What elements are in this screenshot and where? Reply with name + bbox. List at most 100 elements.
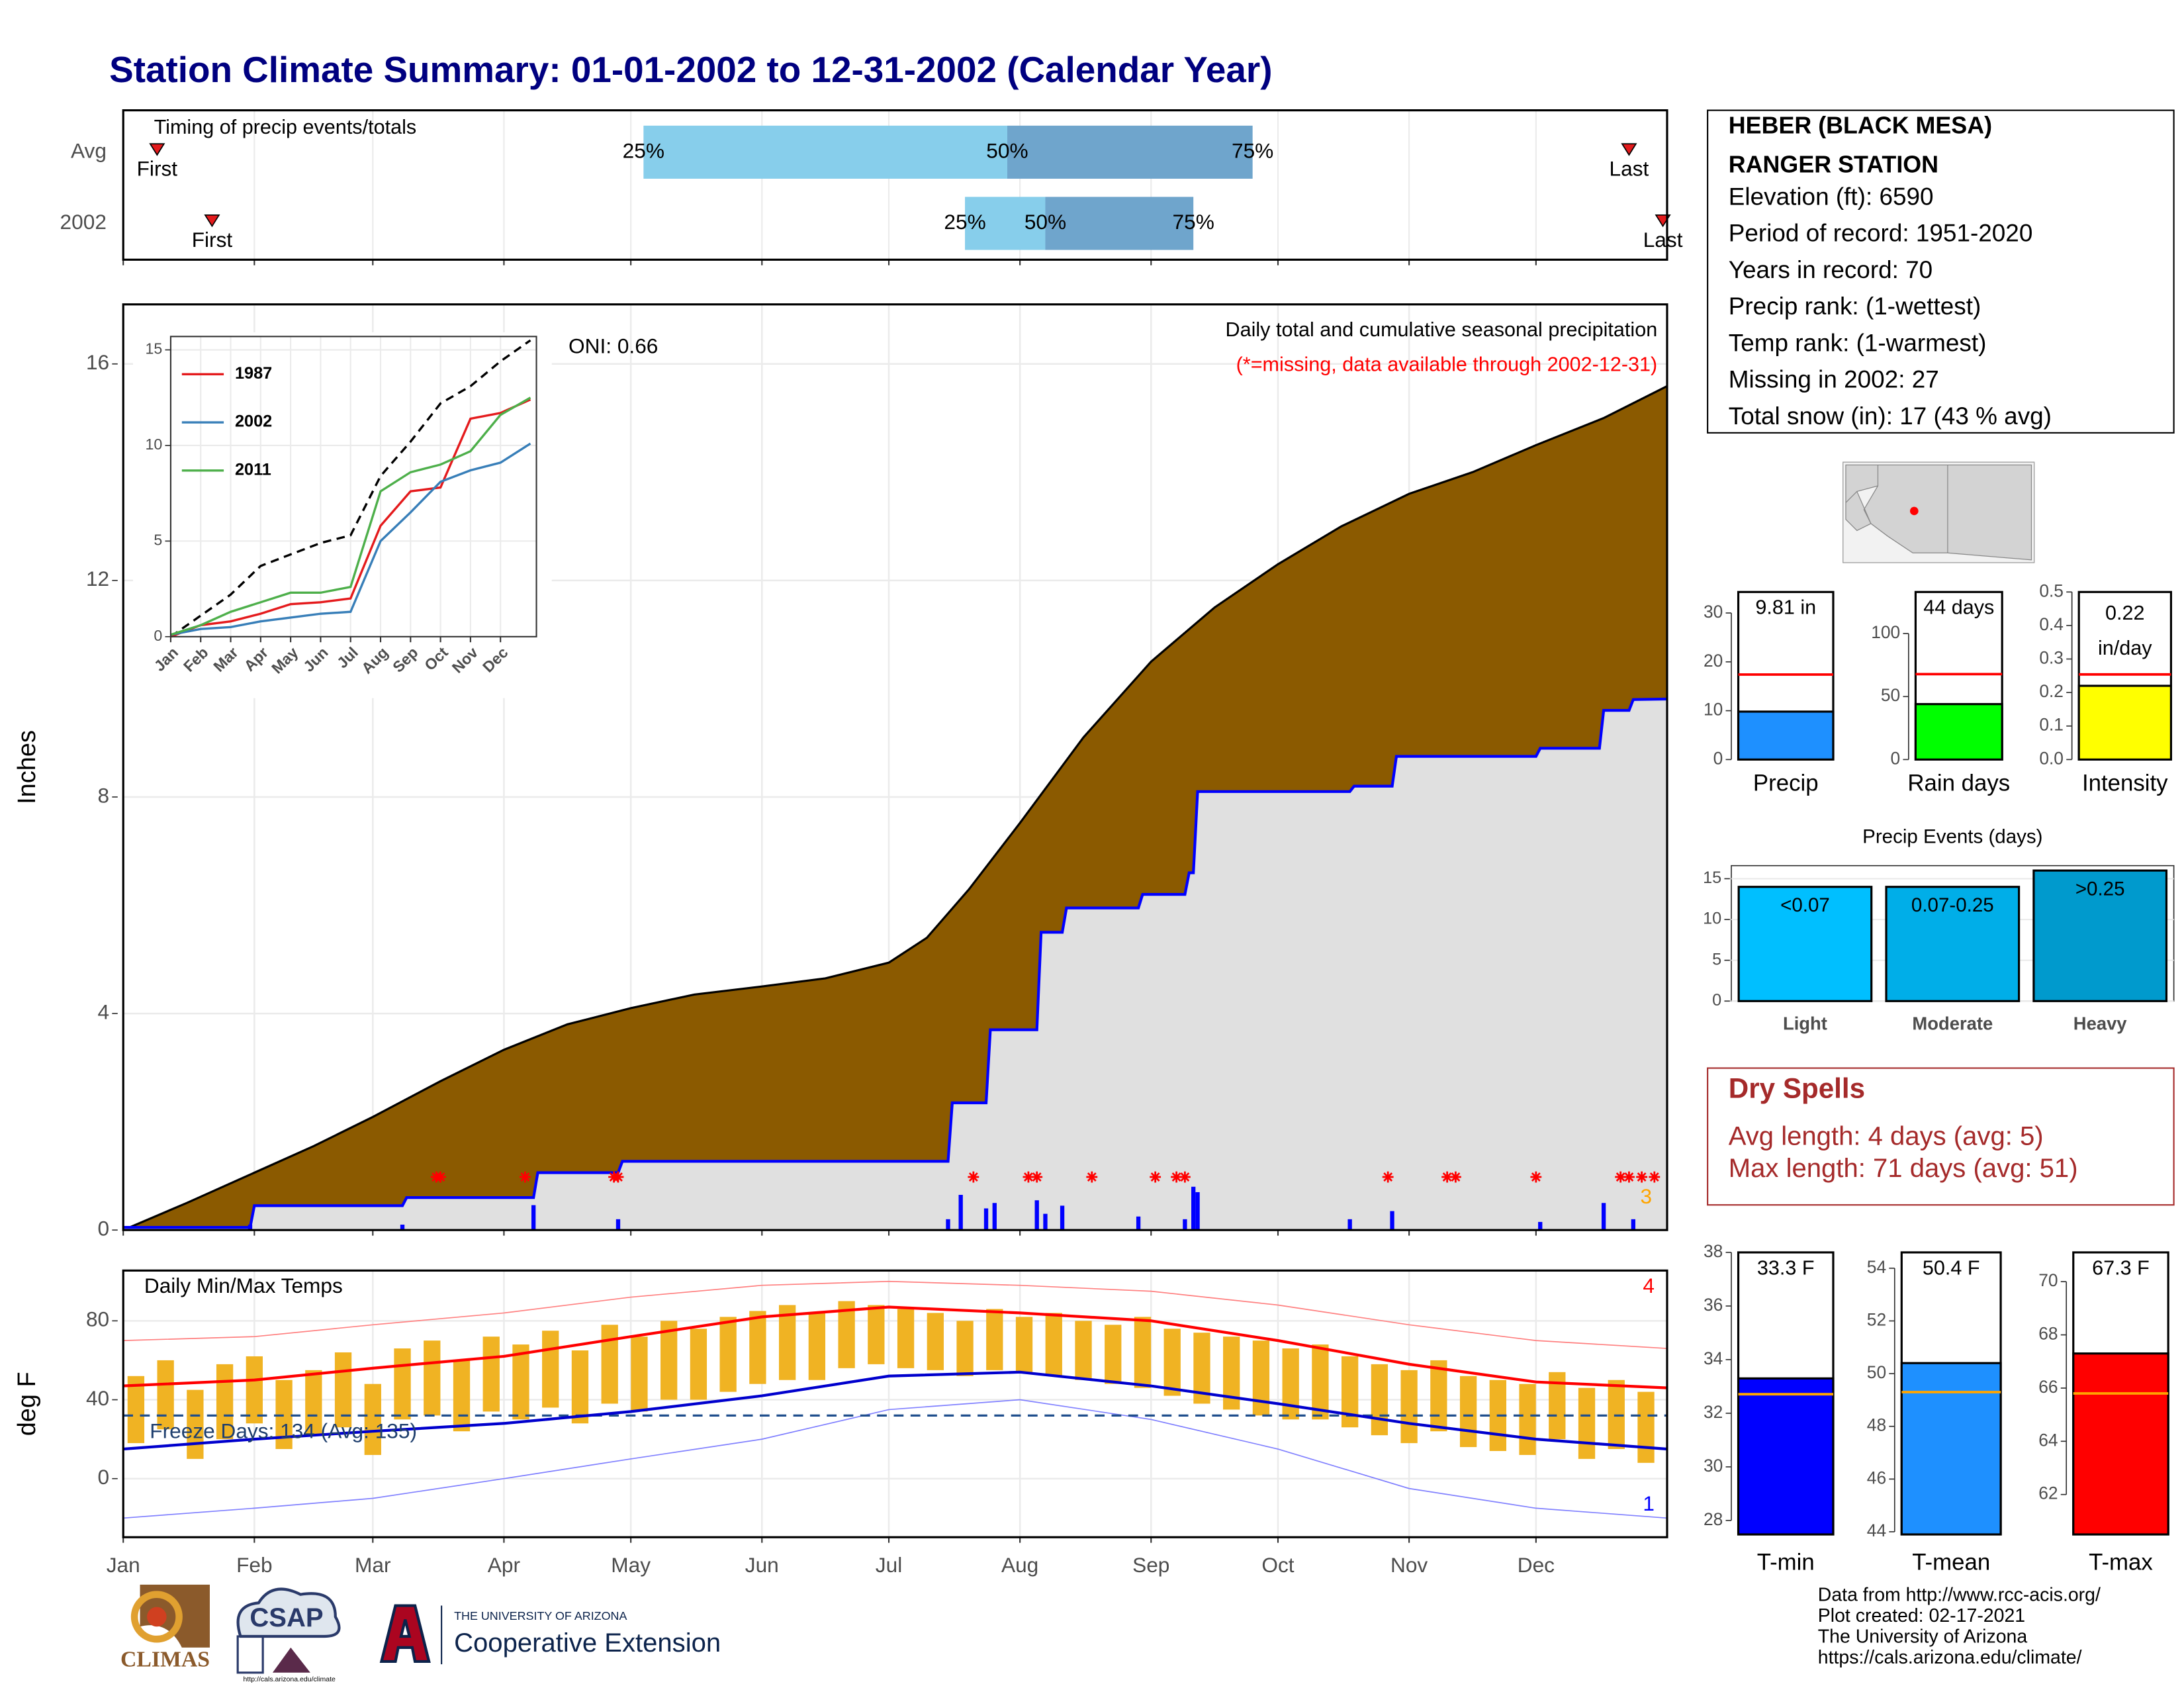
- y-tick-label: 20: [1704, 651, 1723, 671]
- y-tick-label: 44: [1867, 1521, 1886, 1540]
- x-tick-label: May: [611, 1553, 651, 1577]
- page-title: Station Climate Summary: 01-01-2002 to 1…: [109, 49, 1272, 90]
- inset-line: [170, 397, 531, 636]
- temp-bar: [1312, 1344, 1329, 1420]
- y-tick-label: 50: [1867, 1362, 1886, 1382]
- temp-bar: [453, 1360, 471, 1432]
- x-tick-label: T-mean: [1912, 1549, 1990, 1575]
- daily-bar: [1183, 1219, 1187, 1231]
- bar: [1737, 886, 1873, 1002]
- daily-bar: [1191, 1186, 1196, 1231]
- y-tick-label: 0.0: [2039, 748, 2064, 768]
- daily-bar: [1538, 1221, 1543, 1231]
- panel-frame: [122, 109, 1668, 261]
- y-tick-label: 0.5: [2039, 581, 2064, 600]
- y-tick-label: 68: [2038, 1324, 2058, 1344]
- missing-marker: [519, 1171, 531, 1183]
- timing-band: [1045, 197, 1194, 250]
- station-line: Temp rank: (1-warmest): [1729, 329, 1987, 356]
- y-tick-label: 70: [2038, 1270, 2058, 1290]
- y-tick-label: 2002: [60, 210, 107, 234]
- y-tick-label: 10: [1703, 910, 1721, 928]
- timing-label: 50%: [986, 138, 1028, 162]
- y-tick-label: 10: [1704, 700, 1723, 720]
- temp-bar: [424, 1340, 441, 1416]
- missing-marker: [1150, 1171, 1161, 1183]
- panel-frame: [122, 1269, 1668, 1538]
- legend-label: 1987: [235, 364, 272, 383]
- missing-marker: [1382, 1171, 1394, 1183]
- daily-bar: [1195, 1192, 1200, 1231]
- value-label: in/day: [2098, 637, 2152, 659]
- y-tick-label: 32: [1704, 1402, 1723, 1422]
- y-tick-label: 52: [1867, 1309, 1886, 1329]
- y-tick-label: 0: [1891, 748, 1901, 768]
- value-label: 0.22: [2105, 602, 2145, 624]
- daily-bar: [958, 1195, 963, 1231]
- y-tick-label: 10: [145, 436, 162, 453]
- x-tick-label: Mar: [355, 1553, 390, 1577]
- cumulative-line: [123, 697, 1668, 1229]
- timing-label: First: [192, 228, 233, 252]
- temp-bar: [719, 1317, 737, 1392]
- temp-bar: [1134, 1317, 1152, 1388]
- missing-marker: [1449, 1171, 1461, 1183]
- x-tick-label: Precip: [1753, 771, 1819, 796]
- temp-bar: [157, 1360, 174, 1430]
- x-tick-label: Sep: [1132, 1553, 1169, 1577]
- record-line: [123, 1280, 1668, 1349]
- cumulative-line: [122, 385, 1668, 1231]
- logo-text: THE UNIVERSITY OF ARIZONA: [454, 1609, 627, 1622]
- bar: [2077, 684, 2172, 761]
- x-tick-label: Nov: [1390, 1553, 1428, 1577]
- x-tick-label: T-min: [1757, 1549, 1815, 1575]
- missing-marker: [1179, 1171, 1191, 1183]
- temp-bar: [808, 1313, 826, 1380]
- inset-line: [169, 339, 531, 638]
- temp-bar: [1252, 1340, 1270, 1416]
- bar: [2032, 869, 2168, 1002]
- daily-bar: [992, 1203, 997, 1231]
- y-tick-label: 50: [1881, 685, 1900, 705]
- y-tick-label: 28: [1704, 1509, 1723, 1529]
- daily-bar: [400, 1225, 405, 1231]
- temp-bar: [364, 1383, 381, 1455]
- daily-bar: [615, 1219, 621, 1231]
- y-tick-label: 38: [1704, 1241, 1723, 1261]
- panel-frame: [169, 336, 537, 637]
- x-tick-label: Aug: [1001, 1553, 1038, 1577]
- temp-bar: [838, 1301, 855, 1368]
- y-tick-label: 0: [98, 1217, 110, 1241]
- timing-label: Last: [1643, 228, 1683, 252]
- y-tick-label: 16: [86, 350, 109, 374]
- temp-bar: [394, 1348, 411, 1420]
- missing-marker: [1636, 1171, 1648, 1183]
- y-tick-label: Avg: [71, 138, 107, 162]
- y-tick-label: 30: [1704, 602, 1723, 622]
- x-tick-label: T-max: [2089, 1549, 2153, 1575]
- y-tick-label: 48: [1867, 1415, 1886, 1435]
- station-line: Total snow (in): 17 (43 % avg): [1729, 402, 2052, 430]
- logo-url: http://cals.arizona.edu/climate: [244, 1675, 336, 1683]
- temp-bar: [1578, 1387, 1596, 1459]
- bar-label: 0.07-0.25: [1911, 894, 1994, 916]
- timing-label: 75%: [1232, 138, 1273, 162]
- y-tick-label: 54: [1867, 1257, 1886, 1277]
- ua-logo: THE UNIVERSITY OF ARIZONA Cooperative Ex…: [379, 1604, 721, 1665]
- bar-label: >0.25: [2075, 878, 2125, 900]
- temp-bar: [512, 1344, 529, 1420]
- station-name: RANGER STATION: [1729, 151, 1938, 177]
- missing-marker: [1023, 1171, 1034, 1183]
- normal-line: [123, 1305, 1668, 1389]
- y-tick-label: 8: [98, 783, 110, 807]
- daily-bar: [1631, 1219, 1636, 1231]
- y-tick-label: 5: [154, 531, 162, 548]
- timing-label: 25%: [944, 210, 985, 234]
- panel-frame: [122, 303, 1668, 1231]
- value-label: 44 days: [1923, 596, 1994, 619]
- x-tick-label: Jan: [107, 1553, 140, 1577]
- temp-bar: [749, 1311, 766, 1384]
- missing-marker: [1615, 1171, 1627, 1183]
- timing-label: 25%: [623, 138, 664, 162]
- y-tick-label: 12: [86, 567, 109, 590]
